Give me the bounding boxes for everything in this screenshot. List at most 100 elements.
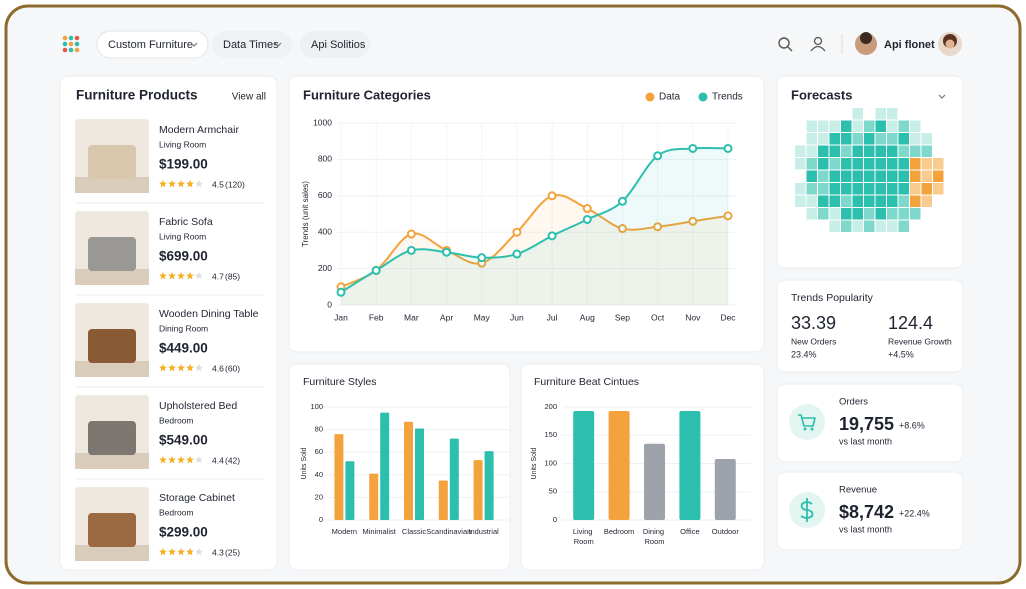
heatmap-cell — [921, 195, 932, 207]
product-image-floor — [75, 361, 149, 377]
user-icon-head[interactable] — [813, 36, 823, 46]
x-tick-label: Scandinavian — [426, 527, 471, 536]
star — [195, 274, 197, 276]
star-empty — [195, 456, 203, 464]
point — [617, 224, 627, 234]
nav-pill[interactable] — [96, 30, 209, 59]
y-tick-label: 400 — [318, 226, 332, 236]
logo-dot — [68, 41, 74, 47]
heatmap-cell — [910, 158, 921, 170]
product-rating: 4.7 — [212, 271, 224, 281]
point — [582, 204, 592, 214]
y-tick-label: 200 — [318, 263, 332, 273]
point — [723, 211, 733, 221]
bar — [380, 412, 390, 520]
star — [159, 180, 167, 188]
bar — [644, 443, 665, 520]
heatmap-cell — [875, 208, 886, 220]
stat-value: 33.39 — [791, 313, 836, 333]
star — [177, 548, 185, 556]
product-category: Bedroom — [159, 507, 194, 517]
heatmap-cell — [898, 145, 909, 157]
avatar-hair — [860, 32, 872, 44]
heatmap-cell — [818, 145, 829, 157]
heatmap-cell — [841, 145, 852, 157]
x-tick-label: May — [474, 312, 491, 322]
kpi-value: 19,755 — [839, 414, 894, 434]
view-all-link[interactable]: View all — [232, 92, 266, 103]
product-image-floor — [75, 453, 149, 469]
point — [547, 231, 557, 241]
point — [653, 222, 663, 232]
heatmap-cell — [933, 183, 944, 195]
heatmap-cell — [818, 183, 829, 195]
star — [186, 180, 194, 188]
star — [168, 456, 176, 464]
star-empty — [195, 548, 203, 556]
heatmap-cell — [829, 170, 840, 182]
point — [723, 143, 733, 153]
star — [168, 364, 176, 372]
star — [159, 272, 167, 280]
heatmap-cell — [841, 195, 852, 207]
heatmap-cell — [864, 195, 875, 207]
heatmap-cell — [875, 133, 886, 145]
point — [617, 196, 627, 206]
heatmap-cell — [910, 120, 921, 132]
x-tick-label: Modern — [332, 527, 357, 536]
card-title: Forecasts — [791, 87, 852, 102]
product-name: Upholstered Bed — [159, 400, 237, 412]
product-reviews: (120) — [225, 179, 245, 189]
star — [177, 272, 185, 280]
logo-dot — [74, 47, 80, 53]
product-rating: 4.6 — [212, 363, 224, 373]
x-tick-label: Jul — [547, 312, 558, 322]
product-image-item — [88, 237, 136, 271]
x-tick-label: Industrial — [468, 527, 499, 536]
star — [159, 548, 167, 556]
heatmap-cell — [852, 208, 863, 220]
point — [547, 191, 557, 201]
nav-pill[interactable] — [212, 31, 292, 58]
heatmap-cell — [864, 208, 875, 220]
chart-card — [288, 75, 765, 353]
heatmap-cell — [921, 170, 932, 182]
x-tick-label: Apr — [440, 312, 453, 322]
heatmap-cell — [864, 133, 875, 145]
heatmap-cell — [795, 145, 806, 157]
product-reviews: (42) — [225, 455, 240, 465]
y-tick-label: 0 — [553, 515, 557, 524]
trends-card — [776, 279, 964, 373]
x-tick-label: Oct — [651, 312, 665, 322]
heatmap-cell — [829, 133, 840, 145]
stat-label: New Orders — [791, 336, 836, 346]
bar — [438, 480, 448, 520]
heatmap-cell — [875, 108, 886, 120]
point — [336, 287, 346, 297]
heatmap-cell — [852, 158, 863, 170]
product-price: $449.00 — [159, 341, 208, 356]
product-rating: 4.5 — [212, 179, 224, 189]
user-name: Api flonet — [884, 39, 935, 51]
kpi-note: vs last month — [839, 524, 892, 534]
heatmap-cell — [875, 183, 886, 195]
nav-pill[interactable] — [300, 31, 370, 58]
star — [168, 272, 176, 280]
chart-title: Furniture Categories — [303, 87, 431, 102]
heatmap-cell — [898, 133, 909, 145]
heatmap-cell — [898, 208, 909, 220]
star — [177, 456, 185, 464]
heatmap-cell — [864, 183, 875, 195]
legend-swatch — [698, 92, 708, 102]
heatmap-cell — [921, 133, 932, 145]
heatmap-cell — [910, 195, 921, 207]
bar — [334, 434, 344, 520]
star — [168, 180, 176, 188]
search-icon[interactable] — [778, 37, 790, 49]
product-reviews: (60) — [225, 363, 240, 373]
heatmap-cell — [806, 133, 817, 145]
product-price: $199.00 — [159, 157, 208, 172]
star — [177, 364, 185, 372]
x-tick-label: Sep — [615, 312, 630, 322]
